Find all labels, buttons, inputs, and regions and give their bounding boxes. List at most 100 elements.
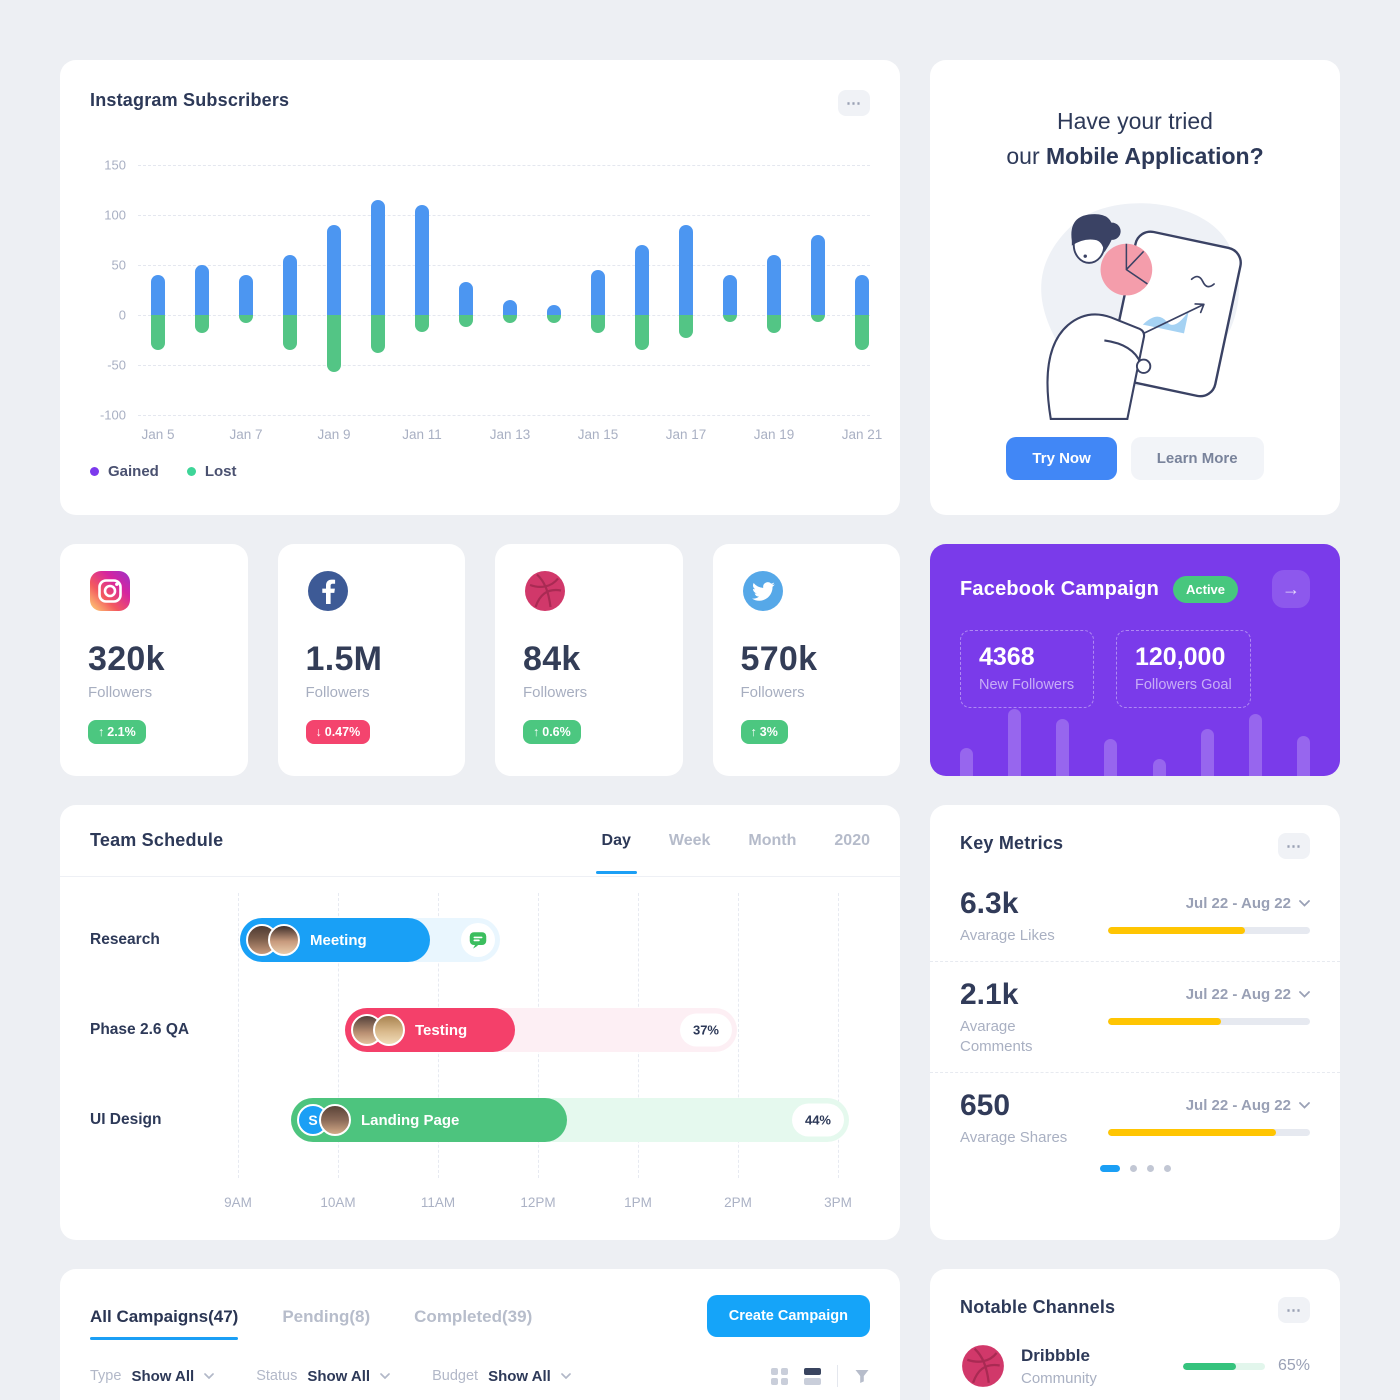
y-axis-tick: 50 <box>111 257 126 273</box>
x-axis-tick: Jan 19 <box>753 427 795 442</box>
ellipsis-menu-icon[interactable]: ⋯ <box>838 90 870 116</box>
filter-funnel-icon[interactable] <box>854 1368 870 1384</box>
gained-bar <box>723 275 737 315</box>
landing-progress-badge: 44% <box>791 1103 844 1137</box>
lost-bar <box>459 315 473 327</box>
facebook-followers-value: 1.5M <box>305 640 383 678</box>
gained-dot-icon <box>90 467 99 476</box>
meeting-task-pill[interactable]: Meeting <box>240 918 430 962</box>
chart-legend: Gained Lost <box>90 463 870 480</box>
tab-pending[interactable]: Pending(8) <box>282 1307 371 1326</box>
twitter-stat-card: 570k Followers ↑ 3% <box>712 544 900 776</box>
dribbble-followers-value: 84k <box>523 640 581 678</box>
subscribers-chart: 150 100 50 0 -50 -100 Jan 5 Jan 7 Jan 9 Jan 11 Jan… <box>90 158 882 449</box>
mini-bar <box>1056 719 1070 776</box>
create-campaign-button[interactable]: Create Campaign <box>706 1295 870 1337</box>
campaign-mini-bar-chart <box>960 706 1310 776</box>
gained-bar <box>811 235 825 315</box>
chat-icon[interactable] <box>461 923 495 957</box>
active-status-badge: Active <box>1173 575 1239 603</box>
tab-all-campaigns[interactable]: All Campaigns(47) <box>90 1307 239 1340</box>
x-axis-tick: Jan 5 <box>141 427 175 442</box>
woman-with-tablet-illustration <box>1041 203 1242 420</box>
gridline <box>138 365 870 366</box>
avatar <box>373 1014 405 1046</box>
new-followers-stat: 4368 New Followers <box>960 630 1094 708</box>
y-axis-tick: 0 <box>118 307 126 323</box>
time-gridline <box>738 893 739 1178</box>
facebook-campaign-title: Facebook Campaign <box>960 577 1159 600</box>
time-axis-label: 1PM <box>624 1195 652 1210</box>
team-schedule-card: Team Schedule Day Week Month 2020 Resear… <box>60 805 900 1240</box>
legend-lost: Lost <box>186 463 237 480</box>
pagination-dot[interactable] <box>1163 1164 1171 1172</box>
up-arrow-icon: ↑ <box>533 725 540 739</box>
row-label-research: Research <box>90 931 160 948</box>
pagination-dot[interactable] <box>1146 1164 1154 1172</box>
status-filter[interactable]: Status Show All <box>256 1368 390 1385</box>
arrow-right-icon[interactable]: → <box>1272 570 1310 608</box>
testing-task-pill[interactable]: Testing <box>345 1008 515 1052</box>
lost-bar <box>855 315 869 350</box>
date-range-selector[interactable]: Jul 22 - Aug 22 <box>1108 1097 1310 1114</box>
followers-goal-stat: 120,000 Followers Goal <box>1116 630 1251 708</box>
lost-bar <box>547 315 561 323</box>
lost-bar <box>415 315 429 332</box>
dribbble-icon <box>962 1345 1004 1387</box>
lost-bar <box>371 315 385 353</box>
landing-page-task-pill[interactable]: S Landing Page <box>291 1098 567 1142</box>
list-view-icon[interactable] <box>803 1367 821 1385</box>
tab-completed[interactable]: Completed(39) <box>414 1307 533 1326</box>
campaigns-card: All Campaigns(47) Pending(8) Completed(3… <box>60 1269 900 1400</box>
avatar-group <box>246 924 300 956</box>
likes-progress-fill <box>1108 927 1246 934</box>
date-range-selector[interactable]: Jul 22 - Aug 22 <box>1108 895 1310 912</box>
testing-progress-badge: 37% <box>679 1013 732 1047</box>
dribbble-icon <box>525 571 565 611</box>
facebook-stat-card: 1.5M Followers ↓ 0.47% <box>277 544 465 776</box>
type-filter[interactable]: Type Show All <box>90 1368 215 1385</box>
x-axis-tick: Jan 17 <box>665 427 707 442</box>
time-axis-label: 9AM <box>224 1195 252 1210</box>
channel-progress-fill <box>1182 1362 1237 1370</box>
gained-bar <box>767 255 781 315</box>
followers-label: Followers <box>740 684 805 701</box>
legend-gained-label: Gained <box>108 463 159 480</box>
lost-bar <box>723 315 737 322</box>
budget-filter[interactable]: Budget Show All <box>432 1368 571 1385</box>
learn-more-button[interactable]: Learn More <box>1130 437 1264 480</box>
down-arrow-icon: ↓ <box>315 725 322 739</box>
tab-week[interactable]: Week <box>668 831 711 849</box>
grid-view-icon[interactable] <box>770 1367 788 1385</box>
likes-value: 6.3k <box>960 887 1019 920</box>
followers-goal-value: 120,000 <box>1135 643 1226 671</box>
comments-progress-fill <box>1108 1017 1222 1025</box>
gained-bar <box>503 300 517 315</box>
gained-bar <box>195 265 209 315</box>
legend-gained: Gained <box>90 463 159 480</box>
ellipsis-menu-icon[interactable]: ⋯ <box>1278 833 1310 859</box>
tab-month[interactable]: Month <box>748 831 797 849</box>
x-axis-tick: Jan 13 <box>489 427 531 442</box>
lost-bar <box>503 315 517 323</box>
avatar-group <box>351 1014 405 1046</box>
lost-bar <box>327 315 341 372</box>
date-range-selector[interactable]: Jul 22 - Aug 22 <box>1108 986 1310 1003</box>
channel-row-dribbble[interactable]: Dribbble Community 65% <box>960 1343 1310 1389</box>
pagination-dot[interactable] <box>1129 1164 1137 1172</box>
time-gridline <box>238 893 239 1178</box>
ellipsis-menu-icon[interactable]: ⋯ <box>1278 1297 1310 1323</box>
tab-2020[interactable]: 2020 <box>834 831 870 849</box>
time-axis-label: 2PM <box>724 1195 752 1210</box>
notable-channels-card: Notable Channels ⋯ Dribbble Community <box>930 1269 1340 1400</box>
instagram-icon <box>90 571 130 611</box>
x-axis-tick: Jan 11 <box>402 427 442 442</box>
comments-progress-track <box>1108 1017 1310 1025</box>
testing-label: Testing <box>415 1021 468 1039</box>
gained-bar <box>591 270 605 315</box>
meeting-label: Meeting <box>310 931 367 949</box>
try-now-button[interactable]: Try Now <box>1006 437 1117 480</box>
tab-day[interactable]: Day <box>595 831 638 874</box>
pagination-dot[interactable] <box>1099 1164 1120 1172</box>
